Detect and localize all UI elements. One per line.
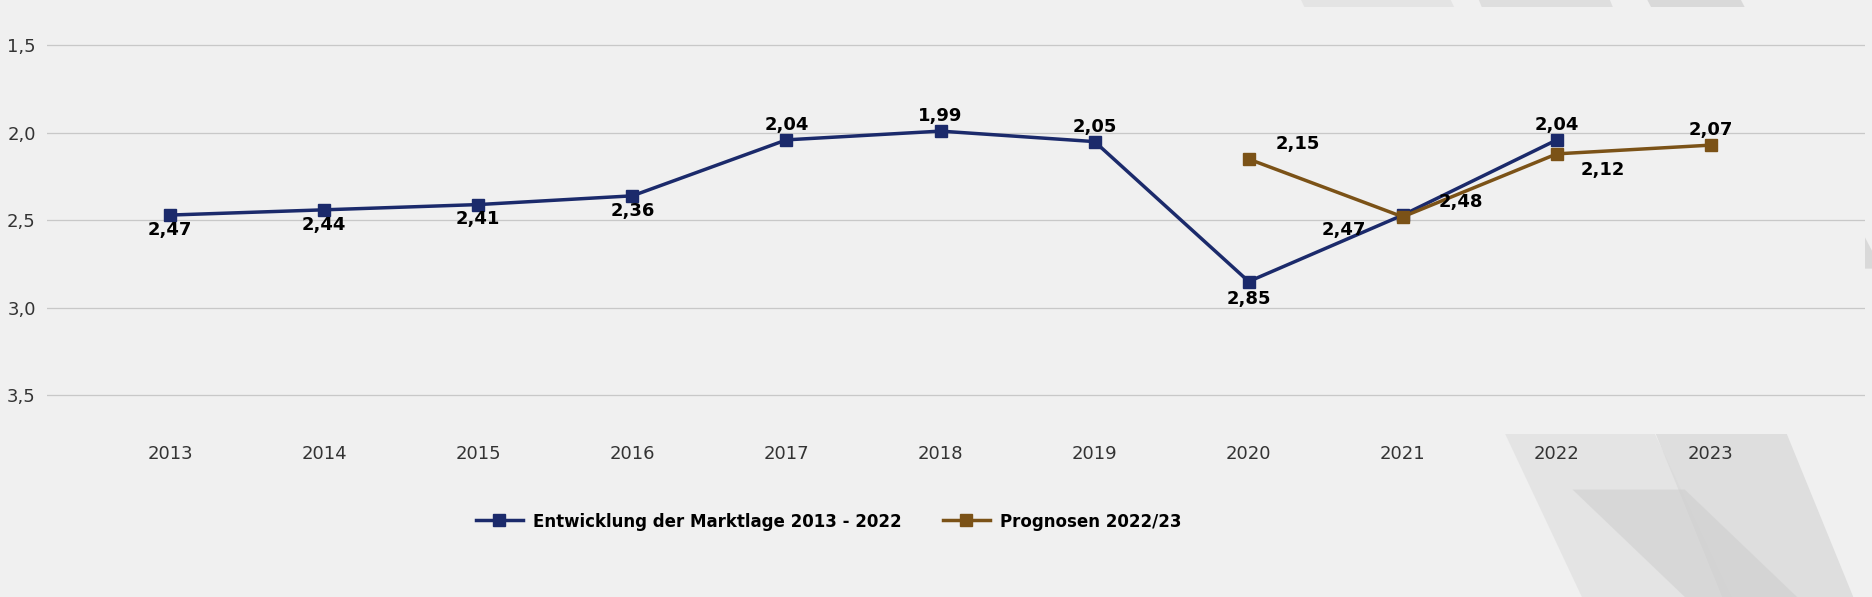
Entwicklung der Marktlage 2013 - 2022 (466, 201, 489, 208)
Entwicklung der Marktlage 2013 - 2022 (313, 206, 335, 213)
Entwicklung der Marktlage 2013 - 2022 (1084, 138, 1106, 145)
Text: 2,04: 2,04 (764, 116, 809, 134)
Text: 2,36: 2,36 (610, 202, 655, 220)
Prognosen 2022/23 (1391, 213, 1413, 220)
Text: 2,41: 2,41 (457, 210, 500, 229)
Prognosen 2022/23 (1700, 141, 1722, 149)
Text: 2,44: 2,44 (301, 216, 346, 233)
Entwicklung der Marktlage 2013 - 2022 (1391, 211, 1413, 219)
Entwicklung der Marktlage 2013 - 2022 (1546, 136, 1569, 143)
Text: 2,12: 2,12 (1582, 161, 1625, 179)
Text: 2,47: 2,47 (148, 221, 193, 239)
Text: 2,85: 2,85 (1226, 290, 1271, 308)
Entwicklung der Marktlage 2013 - 2022 (1237, 278, 1260, 285)
Entwicklung der Marktlage 2013 - 2022 (159, 211, 182, 219)
Text: 2,48: 2,48 (1440, 193, 1484, 211)
Prognosen 2022/23 (1546, 150, 1569, 158)
Text: 2,04: 2,04 (1535, 116, 1580, 134)
Entwicklung der Marktlage 2013 - 2022 (775, 136, 797, 143)
Entwicklung der Marktlage 2013 - 2022 (929, 128, 951, 135)
Prognosen 2022/23 (1237, 155, 1260, 162)
Entwicklung der Marktlage 2013 - 2022 (622, 192, 644, 199)
Line: Prognosen 2022/23: Prognosen 2022/23 (1243, 139, 1717, 223)
Text: 2,47: 2,47 (1322, 221, 1367, 239)
Line: Entwicklung der Marktlage 2013 - 2022: Entwicklung der Marktlage 2013 - 2022 (165, 125, 1563, 288)
Legend: Entwicklung der Marktlage 2013 - 2022, Prognosen 2022/23: Entwicklung der Marktlage 2013 - 2022, P… (470, 506, 1189, 537)
Text: 2,05: 2,05 (1073, 118, 1118, 136)
Text: 2,07: 2,07 (1689, 121, 1733, 139)
Text: 1,99: 1,99 (919, 107, 962, 125)
Text: 2,15: 2,15 (1277, 136, 1320, 153)
